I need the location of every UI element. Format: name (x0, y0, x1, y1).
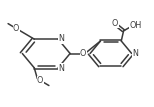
Text: N: N (59, 64, 65, 73)
Text: O: O (13, 24, 19, 33)
Text: O: O (80, 49, 86, 58)
Text: OH: OH (130, 21, 142, 30)
Text: O: O (112, 19, 118, 28)
Text: N: N (132, 49, 138, 58)
Text: N: N (59, 34, 65, 43)
Text: O: O (37, 76, 43, 85)
